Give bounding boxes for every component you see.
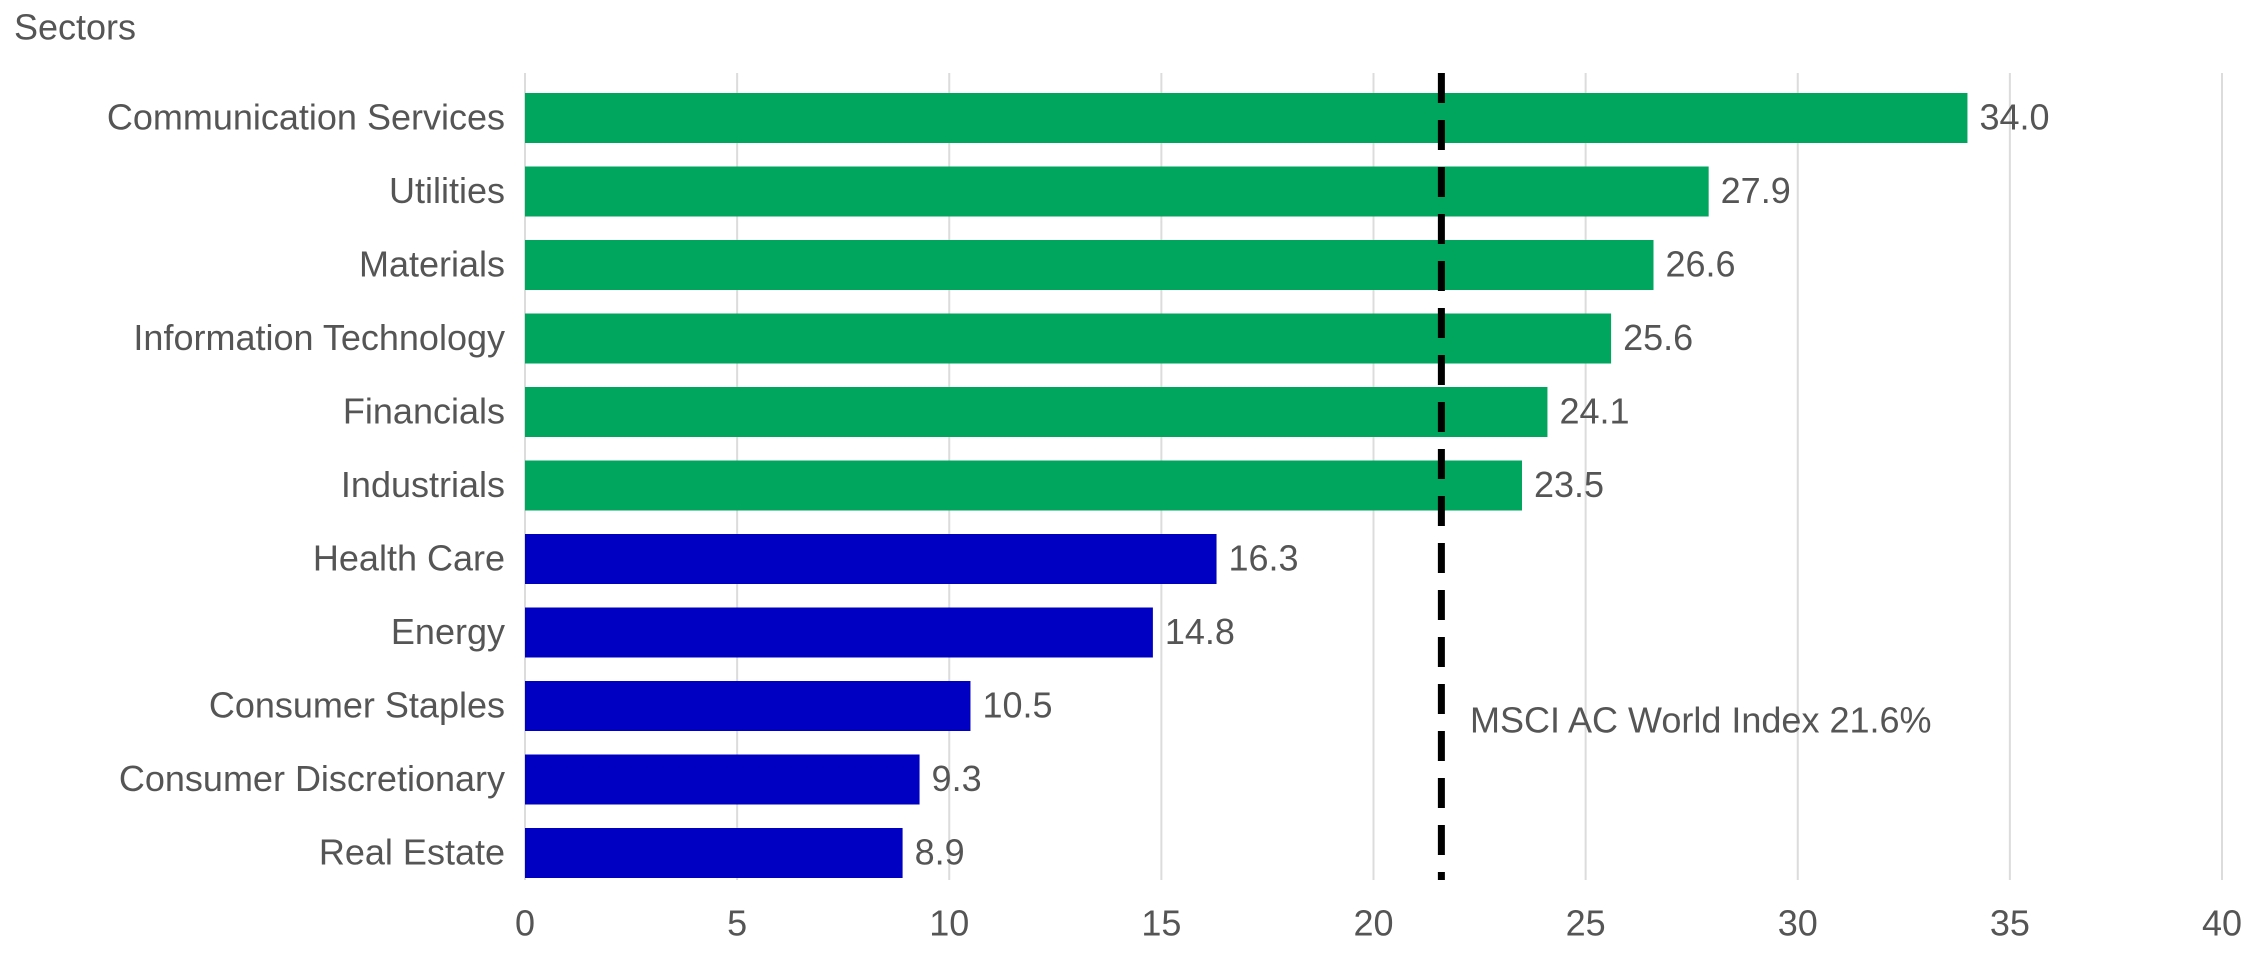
x-tick-label: 30 [1778,903,1818,944]
x-tick-label: 35 [1990,903,2030,944]
y-tick-label: Energy [391,611,505,652]
reference-label: MSCI AC World Index 21.6% [1470,700,1932,741]
bar [525,607,1153,658]
bar [525,460,1522,511]
value-label: 34.0 [1979,97,2049,138]
x-tick-label: 0 [515,903,535,944]
y-tick-label: Utilities [389,170,505,211]
value-label: 14.8 [1165,611,1235,652]
bar [525,313,1612,364]
axis-title: Sectors [14,7,136,48]
y-tick-label: Financials [343,391,505,432]
value-label: 23.5 [1534,464,1604,505]
bar [525,681,971,731]
y-tick-label: Industrials [341,464,505,505]
y-tick-label: Real Estate [319,832,505,873]
value-label: 16.3 [1229,538,1299,579]
bar [525,828,903,878]
y-tick-label: Communication Services [107,97,505,138]
x-tick-label: 40 [2202,903,2242,944]
value-label: 8.9 [915,832,965,873]
value-label: 24.1 [1559,391,1629,432]
y-tick-label: Materials [359,244,505,285]
bar [525,754,920,805]
y-tick-label: Health Care [313,538,505,579]
bar [525,166,1709,217]
y-tick-label: Consumer Staples [209,685,505,726]
value-label: 27.9 [1721,170,1791,211]
x-tick-label: 25 [1566,903,1606,944]
bar [525,534,1217,584]
y-tick-label: Information Technology [133,317,505,358]
x-tick-label: 15 [1141,903,1181,944]
y-tick-label: Consumer Discretionary [119,758,505,799]
x-tick-label: 20 [1353,903,1393,944]
x-tick-label: 10 [929,903,969,944]
value-label: 10.5 [982,685,1052,726]
bar [525,240,1654,290]
value-label: 25.6 [1623,317,1693,358]
value-label: 26.6 [1666,244,1736,285]
value-label: 9.3 [932,758,982,799]
x-tick-label: 5 [727,903,747,944]
bar [525,93,1968,143]
bar [525,387,1548,437]
